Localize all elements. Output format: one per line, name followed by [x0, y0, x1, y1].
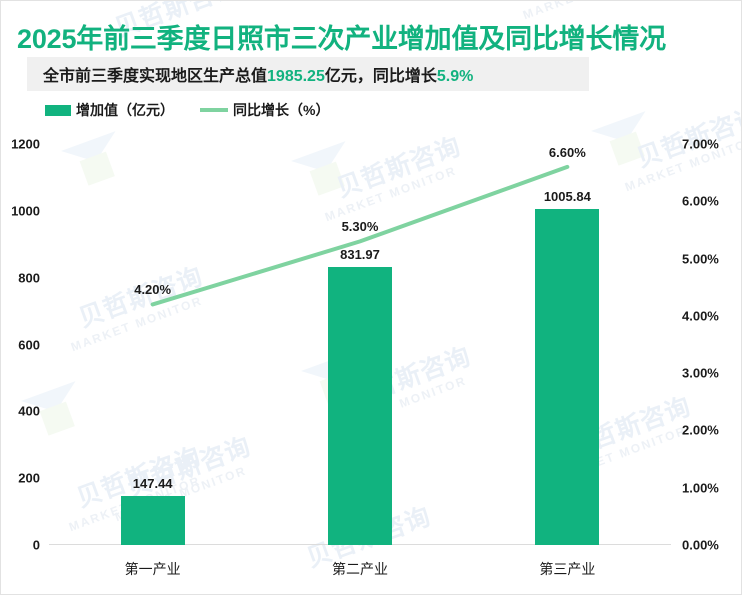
subtitle-gdp-value: 1985.25	[267, 68, 325, 85]
line-value-label: 4.20%	[134, 282, 172, 298]
y-axis-left-tick-label: 800	[18, 270, 40, 286]
y-axis-left-tick-label: 1000	[11, 203, 40, 219]
legend-item-bar[interactable]: 增加值（亿元）	[45, 100, 174, 120]
subtitle-prefix: 全市前三季度实现地区生产总值	[43, 68, 268, 85]
bar[interactable]	[535, 208, 600, 545]
y-axis-left-tick-label: 200	[18, 470, 40, 486]
subtitle-banner: 全市前三季度实现地区生产总值1985.25亿元，同比增长5.9%	[27, 57, 589, 91]
y-axis-left-tick-label: 600	[18, 337, 40, 352]
plot-area: 0 200 400 600 800 1000 1200 0.00% 1.00% 2.00% 3.0…	[11, 137, 719, 578]
subtitle-growth-value: 5.9%	[436, 68, 474, 85]
y-axis-right-tick-label: 7.00%	[682, 136, 719, 152]
line-value-label: 6.60%	[548, 144, 586, 160]
x-axis-category-label: 第一产业	[124, 561, 181, 577]
trend-line-svg	[150, 164, 570, 307]
legend-bar-swatch-icon	[45, 104, 71, 116]
x-axis-category-label: 第二产业	[332, 561, 388, 577]
line-value-label: 5.30%	[341, 219, 379, 235]
legend-item-line[interactable]: 同比增长（%）	[200, 100, 329, 120]
y-axis-right-tick-label: 4.00%	[682, 308, 719, 324]
subtitle-text: 全市前三季度实现地区生产总值1985.25亿元，同比增长5.9%	[27, 62, 473, 86]
y-axis-right-tick-label: 0.00%	[682, 537, 719, 553]
y-axis-right-tick-label: 6.00%	[682, 193, 719, 209]
y-axis-right-tick-label: 1.00%	[682, 480, 719, 496]
bar-value-label: 147.44	[132, 475, 173, 491]
legend-item-label: 同比增长（%）	[233, 102, 330, 118]
y-axis-left-tick-label: 0	[32, 537, 40, 553]
legend-item-label: 增加值（亿元）	[76, 102, 174, 118]
y-axis-left-tick-label: 1200	[11, 136, 40, 152]
y-axis-right-tick-label: 3.00%	[682, 365, 719, 381]
bar-value-label: 831.97	[340, 246, 380, 262]
y-axis-right-tick-label: 5.00%	[682, 251, 719, 267]
legend-line-swatch-icon	[200, 108, 228, 112]
y-axis-right-tick-label: 2.00%	[682, 422, 719, 438]
bar-value-label: 1005.84	[543, 188, 591, 204]
trend-line[interactable]	[150, 164, 570, 307]
page-title: 2025年前三季度日照市三次产业增加值及同比增长情况	[17, 24, 666, 54]
chart-legend: 增加值（亿元） 同比增长（%）	[45, 100, 329, 120]
x-axis-category-label: 第三产业	[539, 561, 596, 577]
y-axis-left-tick-label: 400	[18, 403, 40, 419]
bar[interactable]	[120, 495, 185, 545]
subtitle-middle: 亿元，同比增长	[324, 68, 437, 85]
bar[interactable]	[328, 266, 392, 545]
